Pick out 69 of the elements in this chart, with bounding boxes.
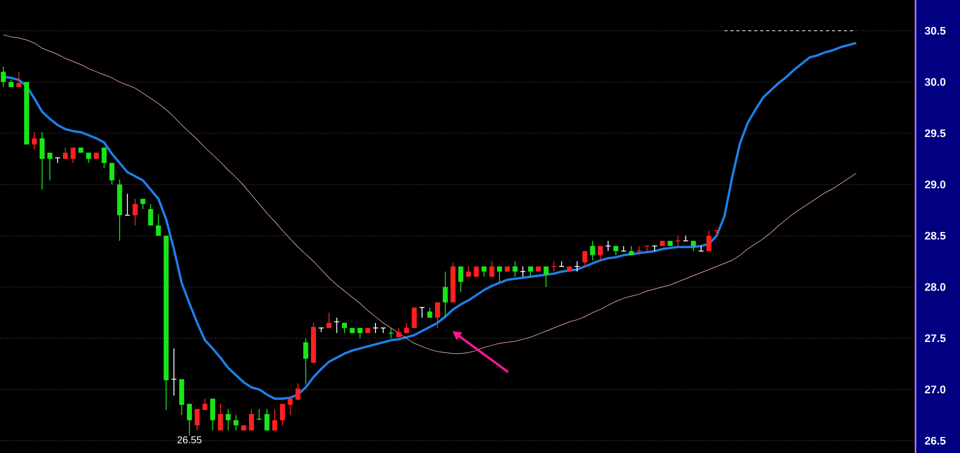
- candlestick: [520, 266, 526, 278]
- candlestick: [412, 307, 417, 328]
- candlestick: [280, 403, 285, 426]
- candlestick: [156, 214, 161, 236]
- candlestick: [62, 147, 68, 160]
- candlestick: [682, 235, 689, 242]
- candlestick: [202, 398, 208, 410]
- candlestick: [248, 408, 254, 431]
- candlestick: [550, 260, 557, 272]
- candlestick: [326, 312, 332, 328]
- candlestick: [706, 230, 712, 252]
- candlestick: [442, 271, 448, 318]
- candlestick: [714, 230, 720, 236]
- candlestick: [674, 235, 681, 246]
- candlestick: [698, 246, 704, 252]
- candlestick: [40, 132, 45, 190]
- candlestick: [148, 204, 154, 226]
- candlestick: [54, 157, 61, 164]
- candlestick: [16, 71, 22, 88]
- candlestick: [636, 246, 642, 256]
- candlestick: [388, 328, 394, 339]
- y-tick-label: 28.0: [924, 283, 946, 291]
- candlestick: [652, 246, 658, 252]
- y-tick-label: 30.0: [924, 78, 946, 86]
- candlestick: [0, 66, 6, 88]
- candlestick: [47, 152, 52, 181]
- candlestick: [574, 260, 580, 272]
- candlestick: [32, 132, 37, 150]
- candlestick: [419, 307, 425, 318]
- candlestick: [558, 260, 565, 267]
- candlestick: [256, 408, 262, 421]
- candlestick: [582, 250, 588, 267]
- candlestick: [102, 147, 107, 169]
- candlestick: [186, 403, 192, 436]
- candlestick: [288, 398, 293, 416]
- y-tick-label: 27.5: [924, 334, 946, 342]
- candlestick: [109, 162, 114, 185]
- candlestick: [458, 266, 464, 293]
- candlestick: [605, 240, 612, 252]
- y-tick-label: 29.0: [924, 180, 946, 188]
- candlestick: [544, 266, 549, 288]
- candlestick: [489, 260, 494, 278]
- candlestick: [86, 152, 92, 164]
- candlestick: [512, 260, 518, 278]
- y-tick-label: 29.5: [924, 129, 946, 138]
- candlestick: [334, 317, 340, 334]
- candlestick: [226, 408, 231, 431]
- candlestick: [372, 322, 378, 334]
- annotation: 26.55: [177, 436, 202, 444]
- candlestick: [272, 408, 278, 431]
- candlestick: [497, 266, 502, 282]
- candlestick: [590, 240, 596, 261]
- candlestick: [210, 398, 216, 431]
- candlestick: [264, 408, 270, 431]
- candlestick: [295, 382, 300, 400]
- y-tick-label: 28.5: [924, 232, 946, 240]
- candlestick: [233, 414, 238, 431]
- candlestick: [194, 408, 200, 431]
- candlestick: [303, 338, 308, 385]
- candlestick: [218, 403, 223, 431]
- candlestick: [620, 246, 627, 252]
- y-tick-label: 26.5: [924, 436, 946, 445]
- candlestick: [644, 246, 650, 252]
- y-tick-label: 30.5: [924, 26, 946, 35]
- candlestick: [132, 198, 138, 226]
- y-tick-label: 27.0: [924, 386, 946, 394]
- candlestick: [435, 302, 440, 328]
- candlestick: [598, 246, 603, 261]
- candlestick: [70, 147, 76, 164]
